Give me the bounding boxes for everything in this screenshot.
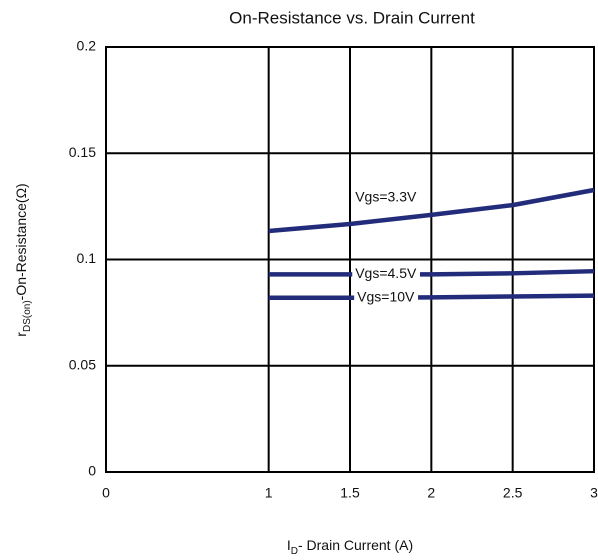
series-label: Vgs=4.5V (355, 265, 417, 281)
y-axis-label: rDS(on)-On-Resistance(Ω) (13, 183, 33, 336)
x-axis-label-part: - Drain Current (A) (298, 537, 413, 553)
x-axis-label: ID- Drain Current (A) (287, 537, 413, 557)
series-label-bg (354, 291, 419, 304)
y-axis-label-part: DS(on) (22, 300, 33, 332)
series-line (268, 187, 595, 234)
x-tick-label: 2 (427, 485, 435, 501)
series-line (268, 293, 595, 300)
x-axis-label-part: D (291, 546, 298, 557)
chart-title: On-Resistance vs. Drain Current (229, 8, 475, 27)
x-tick-label: 0 (102, 485, 110, 501)
series-line (268, 268, 595, 277)
x-tick-label: 1 (265, 485, 273, 501)
x-tick-label: 2.5 (503, 485, 523, 501)
x-tick-label: 1.5 (340, 485, 360, 501)
y-axis-label-part: r (13, 332, 29, 337)
plot-frame (105, 46, 595, 473)
x-axis-label-part: I (287, 537, 291, 553)
y-tick-label: 0.15 (69, 144, 96, 160)
series-label-bg (352, 268, 420, 281)
y-tick-label: 0.2 (77, 38, 97, 54)
series-label: Vgs=3.3V (355, 189, 417, 205)
y-axis-label-part: -On-Resistance(Ω) (13, 183, 29, 300)
x-tick-label: 3 (590, 485, 598, 501)
y-tick-label: 0.1 (77, 250, 97, 266)
series-label: Vgs=10V (357, 288, 415, 304)
y-tick-label: 0 (88, 463, 96, 479)
y-tick-label: 0.05 (69, 356, 96, 372)
